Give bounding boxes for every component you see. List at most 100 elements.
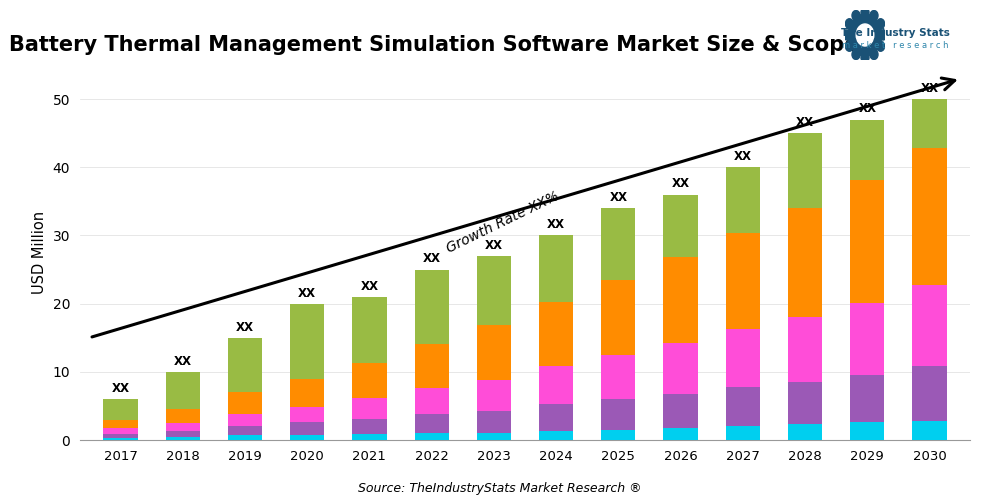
Circle shape [861, 8, 869, 18]
Text: XX: XX [485, 239, 503, 252]
Bar [415, 388, 449, 414]
Bar [477, 410, 511, 432]
Circle shape [843, 30, 851, 40]
Bar [539, 404, 573, 431]
Y-axis label: USD Million: USD Million [32, 211, 47, 294]
Bar [726, 168, 760, 234]
Text: The Industry Stats: The Industry Stats [841, 28, 949, 38]
Bar [228, 392, 262, 414]
Bar [726, 234, 760, 329]
Bar [228, 414, 262, 426]
Text: XX: XX [921, 82, 939, 95]
Bar [166, 372, 200, 410]
Bar [788, 382, 822, 424]
Bar [352, 419, 387, 434]
Text: XX: XX [796, 116, 814, 129]
Text: XX: XX [111, 382, 129, 395]
Bar [601, 399, 635, 430]
Text: XX: XX [298, 286, 316, 300]
Circle shape [845, 18, 853, 28]
Bar [166, 438, 200, 440]
Bar [663, 342, 698, 394]
Bar [912, 421, 947, 440]
Bar [352, 297, 387, 363]
Bar [415, 414, 449, 433]
Circle shape [877, 42, 885, 51]
Bar [539, 236, 573, 302]
Bar [415, 270, 449, 344]
Bar [352, 398, 387, 419]
Text: m a r k e t   r e s e a r c h: m a r k e t r e s e a r c h [842, 40, 948, 50]
Bar [477, 326, 511, 380]
Bar [228, 435, 262, 440]
Bar [912, 366, 947, 421]
Bar [850, 303, 884, 374]
Bar [601, 355, 635, 399]
Bar [352, 434, 387, 440]
Bar [415, 344, 449, 388]
Bar [290, 434, 324, 440]
Circle shape [877, 18, 885, 28]
Circle shape [848, 14, 882, 56]
Bar [788, 208, 822, 318]
Circle shape [861, 52, 869, 62]
Bar [103, 428, 138, 434]
Bar [415, 433, 449, 440]
Circle shape [852, 50, 860, 59]
Circle shape [852, 10, 860, 20]
Circle shape [870, 10, 878, 20]
Bar [788, 133, 822, 208]
Bar [228, 426, 262, 435]
Bar [166, 431, 200, 438]
Bar [290, 422, 324, 434]
Text: XX: XX [174, 354, 192, 368]
Bar [290, 378, 324, 408]
Bar [228, 338, 262, 392]
Bar [663, 428, 698, 440]
Bar [290, 408, 324, 422]
Bar [788, 318, 822, 382]
Bar [166, 410, 200, 423]
Bar [912, 284, 947, 366]
Bar [601, 430, 635, 440]
Circle shape [870, 50, 878, 59]
Text: Battery Thermal Management Simulation Software Market Size & Scope: Battery Thermal Management Simulation So… [9, 35, 858, 55]
Bar [788, 424, 822, 440]
Text: XX: XX [360, 280, 378, 292]
Bar [601, 280, 635, 355]
Bar [850, 180, 884, 303]
Bar [103, 420, 138, 428]
Text: XX: XX [734, 150, 752, 163]
Bar [477, 432, 511, 440]
Circle shape [856, 24, 874, 46]
Text: Source: TheIndustryStats Market Research ®: Source: TheIndustryStats Market Research… [358, 482, 642, 495]
Bar [166, 423, 200, 431]
Bar [601, 208, 635, 280]
Bar [726, 426, 760, 440]
Bar [663, 194, 698, 258]
Bar [726, 387, 760, 426]
Bar [663, 258, 698, 342]
Bar [726, 329, 760, 387]
Bar [352, 363, 387, 398]
Bar [912, 99, 947, 148]
Bar [663, 394, 698, 428]
Bar [103, 438, 138, 440]
Text: Growth Rate XX%: Growth Rate XX% [445, 189, 562, 256]
Bar [850, 422, 884, 440]
Circle shape [879, 30, 887, 40]
Bar [477, 256, 511, 326]
Bar [539, 366, 573, 404]
Text: XX: XX [672, 178, 690, 190]
Bar [290, 304, 324, 378]
Text: XX: XX [858, 102, 876, 116]
Circle shape [845, 42, 853, 51]
Text: XX: XX [609, 191, 627, 204]
Bar [477, 380, 511, 410]
Bar [539, 431, 573, 440]
Bar [912, 148, 947, 284]
Bar [103, 434, 138, 438]
Text: XX: XX [423, 252, 441, 266]
Text: XX: XX [547, 218, 565, 232]
Bar [850, 374, 884, 422]
